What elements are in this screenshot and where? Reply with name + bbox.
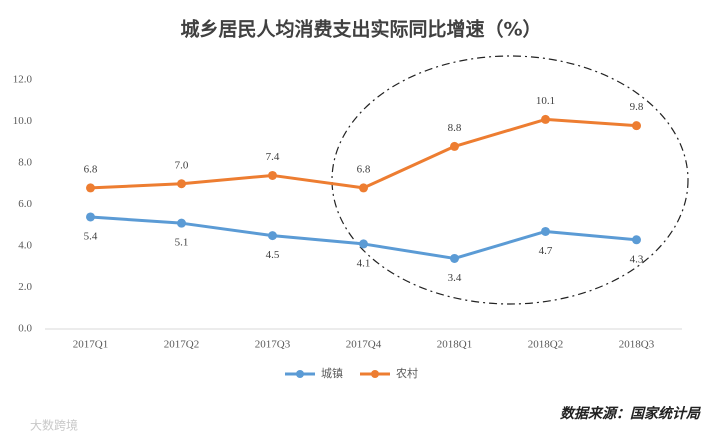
data-label: 4.7 <box>539 245 553 257</box>
y-tick-label: 2.0 <box>18 281 32 293</box>
legend-marker <box>371 370 379 378</box>
data-point <box>86 212 95 222</box>
data-label: 8.8 <box>448 122 462 134</box>
x-tick-label: 2018Q1 <box>437 339 472 351</box>
y-tick-label: 4.0 <box>18 240 32 252</box>
y-tick-label: 10.0 <box>13 115 33 127</box>
x-tick-label: 2017Q2 <box>164 339 199 351</box>
data-point <box>359 183 368 193</box>
data-point <box>268 170 277 180</box>
data-label: 7.0 <box>175 159 189 171</box>
x-tick-label: 2017Q3 <box>255 339 291 351</box>
y-tick-label: 0.0 <box>18 323 32 335</box>
data-point <box>450 141 459 151</box>
x-tick-label: 2018Q2 <box>528 339 563 351</box>
watermark: 大数跨境 <box>30 418 78 433</box>
data-point <box>450 253 459 263</box>
highlight-ellipse <box>331 55 689 305</box>
data-label: 4.5 <box>266 249 280 261</box>
x-tick-label: 2017Q4 <box>346 339 382 351</box>
series-line <box>90 215 637 260</box>
data-label: 5.4 <box>84 230 98 242</box>
legend-label: 城镇 <box>321 366 343 380</box>
data-point <box>541 114 550 124</box>
y-tick-label: 6.0 <box>18 198 32 210</box>
x-tick-label: 2017Q1 <box>73 339 108 351</box>
data-point <box>177 218 186 228</box>
source-note: 数据来源：国家统计局 <box>560 405 701 422</box>
y-tick-label: 12.0 <box>13 74 33 86</box>
data-label: 4.1 <box>357 257 371 269</box>
data-point <box>541 226 550 236</box>
data-label: 6.8 <box>357 163 371 175</box>
data-label: 9.8 <box>630 101 644 113</box>
legend-label: 农村 <box>396 366 418 380</box>
data-label: 7.4 <box>266 151 280 163</box>
data-point <box>632 235 641 245</box>
series-line <box>90 117 637 190</box>
data-label: 6.8 <box>84 163 98 175</box>
chart-title: 城乡居民人均消费支出实际同比增速（%） <box>180 18 541 41</box>
data-point <box>177 179 186 189</box>
data-point <box>86 183 95 193</box>
data-label: 3.4 <box>448 272 462 284</box>
data-label: 4.3 <box>630 253 644 265</box>
y-tick-label: 8.0 <box>18 157 32 169</box>
data-label: 5.1 <box>175 237 189 249</box>
data-point <box>632 121 641 131</box>
data-label: 10.1 <box>536 95 555 107</box>
data-point <box>268 231 277 241</box>
legend-marker <box>296 370 304 378</box>
x-tick-label: 2018Q3 <box>619 339 655 351</box>
data-point <box>359 239 368 249</box>
